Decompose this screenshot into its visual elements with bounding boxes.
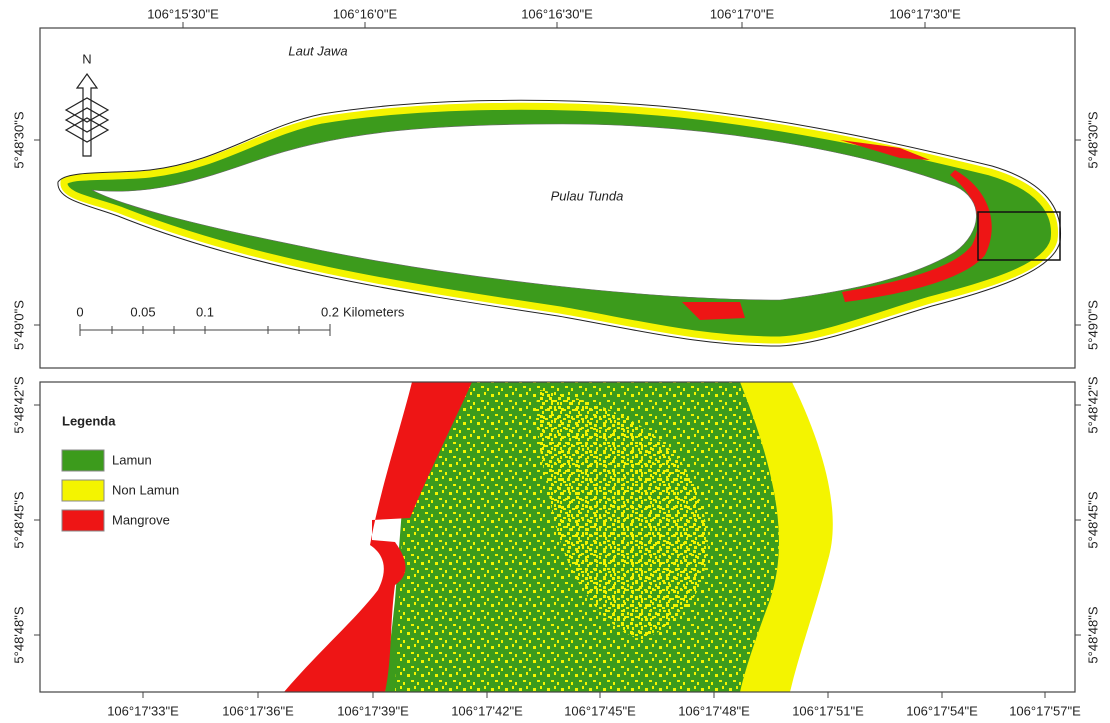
legend-title: Legenda — [62, 413, 116, 428]
mangrove-patch — [842, 170, 992, 302]
graticule-labels: 106°15'30"E 106°16'0"E 106°16'30"E 106°17'0… — [11, 6, 1100, 718]
latitude-label: 5°48'30"S — [11, 111, 26, 168]
sea-label: Laut Jawa — [288, 43, 347, 58]
mangrove-patch — [840, 140, 930, 160]
mangrove-patch — [682, 302, 745, 320]
longitude-label: 106°17'33"E — [107, 703, 179, 718]
scale-label: 0.1 — [196, 304, 214, 319]
scale-bar: 0 0.05 0.1 0.2 Kilometers — [76, 304, 405, 336]
longitude-label: 106°17'36"E — [222, 703, 294, 718]
north-label: N — [82, 51, 91, 66]
non-lamun-speckle — [535, 390, 708, 640]
scale-label: 0.05 — [130, 304, 155, 319]
longitude-label: 106°17'48"E — [678, 703, 750, 718]
legend-swatch — [61, 479, 105, 502]
legend: Legenda Lamun Non Lamun Mangrove — [61, 413, 179, 532]
latitude-label: 5°48'48"S — [11, 606, 26, 663]
legend-swatch — [61, 509, 105, 532]
longitude-label: 106°15'30"E — [147, 6, 219, 21]
legend-swatch — [61, 449, 105, 472]
longitude-label: 106°17'30"E — [889, 6, 961, 21]
latitude-label: 5°48'30"S — [1085, 111, 1100, 168]
latitude-label: 5°49'0"S — [1085, 300, 1100, 350]
island-label: Pulau Tunda — [551, 188, 624, 203]
detail-map: Legenda Lamun Non Lamun Mangrove — [39, 381, 1076, 693]
north-arrow: N — [64, 51, 110, 157]
legend-label: Non Lamun — [112, 482, 179, 497]
longitude-label: 106°17'51"E — [792, 703, 864, 718]
inset-box — [977, 211, 1061, 261]
longitude-label: 106°17'54"E — [906, 703, 978, 718]
longitude-label: 106°17'57"E — [1009, 703, 1081, 718]
legend-label: Mangrove — [112, 512, 170, 527]
map-frame — [39, 381, 1076, 693]
latitude-label: 5°49'0"S — [11, 300, 26, 350]
overview-map: Laut Jawa Pulau Tunda N 0 0.05 0.1 0.2 K… — [39, 27, 1076, 369]
longitude-label: 106°17'42"E — [451, 703, 523, 718]
longitude-label: 106°17'0"E — [710, 6, 775, 21]
longitude-label: 106°16'30"E — [521, 6, 593, 21]
latitude-label: 5°48'45"S — [11, 491, 26, 548]
latitude-label: 5°48'42"S — [1085, 376, 1100, 433]
longitude-label: 106°17'39"E — [337, 703, 409, 718]
legend-label: Lamun — [112, 452, 152, 467]
scale-unit: Kilometers — [343, 304, 405, 319]
scale-label: 0.2 — [321, 304, 339, 319]
longitude-label: 106°16'0"E — [333, 6, 398, 21]
mangrove-area — [284, 382, 472, 692]
latitude-label: 5°48'45"S — [1085, 491, 1100, 548]
scale-label: 0 — [76, 304, 83, 319]
longitude-label: 106°17'45"E — [564, 703, 636, 718]
latitude-label: 5°48'48"S — [1085, 606, 1100, 663]
latitude-label: 5°48'42"S — [11, 376, 26, 433]
island-interior — [91, 123, 977, 301]
